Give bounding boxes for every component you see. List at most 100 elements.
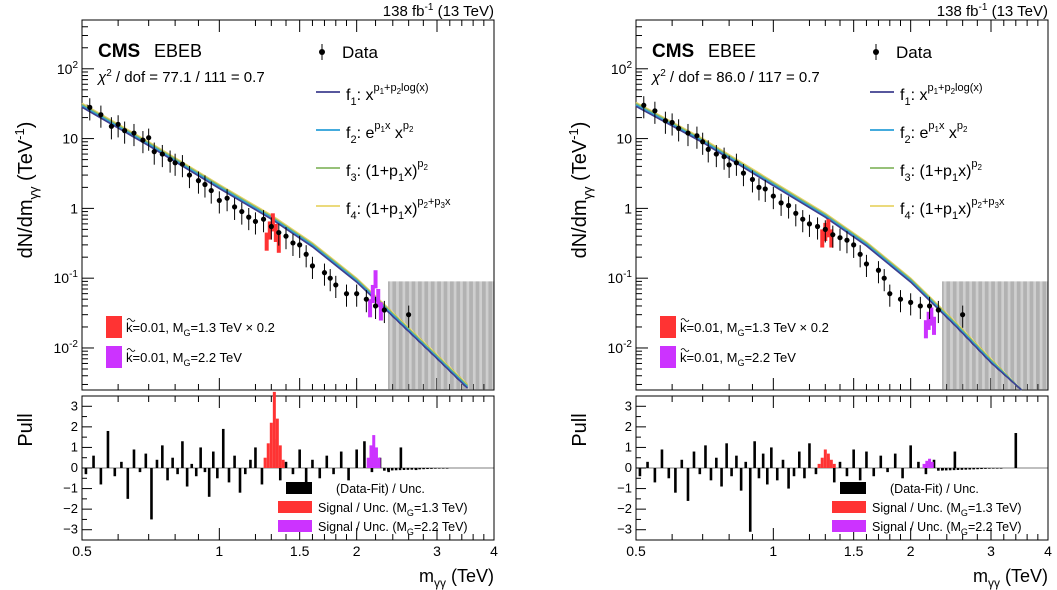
pull-bar xyxy=(99,468,103,485)
x-tick-label: 1 xyxy=(769,543,777,559)
pull-bar xyxy=(398,468,402,471)
pull-bar xyxy=(991,468,995,469)
pull-bar xyxy=(185,468,189,487)
pull-signal-bar xyxy=(930,461,934,468)
pull-bar xyxy=(956,468,960,470)
pull-bar xyxy=(730,468,733,477)
pull-bar xyxy=(753,441,756,468)
data-point xyxy=(260,216,267,222)
pull-bar xyxy=(872,468,876,477)
pull-bar xyxy=(132,449,136,468)
chi2-label: χ2 / dof = 86.0 / 117 = 0.7 xyxy=(650,68,820,86)
pull-signal-bar xyxy=(266,443,270,468)
pull-bar xyxy=(414,468,418,470)
pull-bar xyxy=(171,457,174,468)
pull-bar xyxy=(194,468,198,477)
data-point xyxy=(793,210,799,216)
pull-bar xyxy=(948,468,952,471)
legend-signal-label: k=0.01, MG=2.2 TeV xyxy=(680,350,796,368)
pull-bar xyxy=(284,461,288,468)
pull-bar xyxy=(704,445,707,468)
pull-bar xyxy=(680,459,684,468)
data-point xyxy=(186,172,193,178)
pull-legend-swatch xyxy=(278,501,312,513)
pull-bar xyxy=(84,468,88,475)
pull-bar xyxy=(1014,433,1018,468)
x-tick-label: 0.5 xyxy=(72,543,92,559)
pull-bar xyxy=(339,451,343,468)
signal-bar xyxy=(929,307,934,326)
signal-bar xyxy=(370,284,375,304)
pull-bar xyxy=(674,468,677,493)
pull-signal-bar xyxy=(263,457,267,468)
pull-bar xyxy=(909,445,912,468)
pull-bar xyxy=(901,468,904,479)
x-tick-label: 1 xyxy=(215,543,223,559)
pull-bar xyxy=(166,468,169,481)
pull-bar xyxy=(886,468,889,473)
pull-bar xyxy=(995,468,999,469)
pull-bar xyxy=(735,455,738,468)
legend-signal-swatch xyxy=(660,346,676,368)
pull-bar xyxy=(150,468,153,520)
data-point xyxy=(195,178,202,184)
data-point xyxy=(726,162,732,168)
y-tick-label: 10-1 xyxy=(54,269,79,286)
data-point xyxy=(268,223,274,230)
legend-signal-label: k=0.01, MG=2.2 TeV xyxy=(126,350,242,368)
pull-bar xyxy=(441,468,445,469)
data-point xyxy=(327,275,333,281)
pull-bar xyxy=(814,468,818,475)
pull-bar xyxy=(980,468,983,470)
data-point xyxy=(108,123,115,129)
data-point xyxy=(694,133,700,139)
data-point xyxy=(837,235,843,241)
data-point xyxy=(321,270,328,276)
pull-tick-label: 3 xyxy=(71,398,78,413)
pull-bar xyxy=(394,468,398,471)
data-point xyxy=(721,154,727,160)
pull-bar xyxy=(233,455,236,468)
data-point xyxy=(354,291,360,297)
pull-bar xyxy=(318,468,322,479)
y-tick-label: 1 xyxy=(624,200,632,216)
pull-bar xyxy=(787,468,790,489)
y-axis-label: dN/dmγγ (TeV-1) xyxy=(566,122,595,259)
pull-bar xyxy=(370,468,374,473)
pull-bar xyxy=(402,468,406,470)
signal-bar xyxy=(264,232,269,251)
pull-bar xyxy=(960,468,964,470)
pull-bar xyxy=(199,447,202,468)
legend-signal-label: k=0.01, MG=1.3 TeV × 0.2 xyxy=(126,320,275,338)
lumi-label: 138 fb-1 (13 TeV) xyxy=(937,2,1048,20)
signal-bar xyxy=(368,299,373,318)
pull-signal-bar xyxy=(826,453,830,468)
pull-bar xyxy=(797,451,801,468)
signal-bar xyxy=(820,229,825,248)
pull-bar xyxy=(138,468,142,473)
pull-bar xyxy=(838,461,842,468)
signal-bar xyxy=(923,320,928,339)
data-point xyxy=(669,119,675,126)
pull-bar xyxy=(278,468,282,481)
pull-bar xyxy=(698,468,702,475)
data-point xyxy=(202,181,208,188)
pull-tick-label: 0 xyxy=(71,460,78,475)
y-tick-label: 102 xyxy=(57,60,79,77)
data-point xyxy=(844,237,850,243)
pull-signal-bar xyxy=(374,447,378,468)
pull-bar xyxy=(709,468,713,481)
data-point xyxy=(685,130,691,136)
y-tick-label: 10 xyxy=(62,131,78,147)
pull-tick-label: 1 xyxy=(71,439,78,454)
legend-signal-swatch xyxy=(106,316,122,338)
y-tick-label: 1 xyxy=(70,200,78,216)
category-label: EBEE xyxy=(708,41,756,61)
pull-bar xyxy=(161,445,164,468)
pull-bar xyxy=(260,468,264,485)
legend-func-label: f2: ep1x xp2 xyxy=(900,120,968,146)
data-point xyxy=(246,214,252,220)
pull-bar xyxy=(386,468,390,471)
pull-bar xyxy=(227,468,231,483)
pull-bar xyxy=(243,468,247,475)
